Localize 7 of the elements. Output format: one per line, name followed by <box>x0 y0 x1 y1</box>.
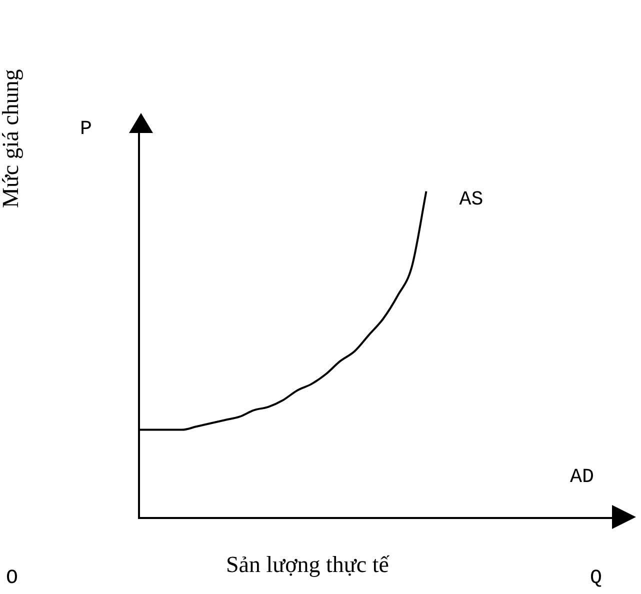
text: P <box>80 118 92 141</box>
y-axis-title: Mức giá chung <box>0 69 24 208</box>
annotation: AD <box>570 466 594 489</box>
series-label: AS <box>459 188 484 212</box>
text: Q <box>590 567 602 590</box>
x-axis-title: Sản lượng thực tế <box>226 552 389 578</box>
text: O <box>6 567 18 590</box>
